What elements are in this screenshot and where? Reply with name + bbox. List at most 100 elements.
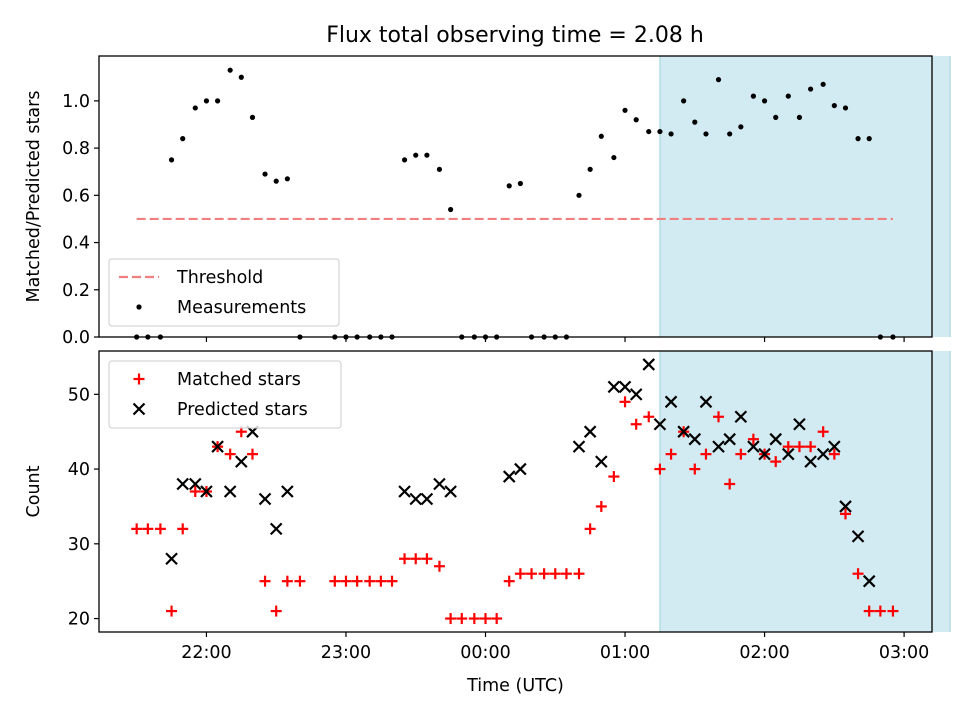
measurement-point <box>249 114 256 120</box>
cross-b <box>769 432 783 446</box>
measurement-point <box>424 152 430 158</box>
matched-star-point <box>270 605 282 617</box>
cross-b <box>804 455 817 468</box>
matched-star-point <box>863 605 875 617</box>
matched-star-point <box>514 568 526 580</box>
top-panel: 0.0 0.2 0.4 0.6 0.8 1.0 Matched/Predicted sta… <box>24 55 951 348</box>
measurement-point <box>203 98 210 104</box>
measurement-point <box>180 136 186 142</box>
legend-matched-label: Matched stars <box>177 370 301 390</box>
predicted-star-point <box>677 425 690 438</box>
cross-b <box>176 477 189 491</box>
cross-b <box>502 470 516 483</box>
predicted-star-point <box>828 440 841 453</box>
matched-star-point <box>294 575 306 587</box>
matched-star-point <box>259 575 271 587</box>
cross-b <box>851 530 865 543</box>
matched-star-point <box>131 523 143 535</box>
matched-star-point <box>747 433 759 445</box>
predicted-star-point <box>398 485 411 498</box>
matched-star-point <box>700 448 712 460</box>
predicted-star-point <box>223 485 237 498</box>
measurement-point <box>842 105 849 111</box>
predicted-star-point <box>607 380 621 394</box>
measurement-point <box>506 183 512 189</box>
matched-star-point <box>839 508 851 520</box>
cross-b <box>653 417 667 431</box>
cross-b <box>583 425 597 438</box>
measurement-point <box>448 206 454 213</box>
matched-star-point <box>887 605 899 617</box>
cross-b <box>828 440 841 453</box>
predicted-star-point <box>664 395 678 409</box>
matched-star-point <box>433 560 445 572</box>
matched-star-point <box>468 613 480 625</box>
predicted-star-point <box>165 552 178 566</box>
cross-b <box>132 402 146 416</box>
measurement-point <box>692 119 698 125</box>
y-tick-label: 0.2 <box>62 281 90 301</box>
matched-star-point <box>735 448 747 460</box>
predicted-star-point <box>433 477 446 491</box>
measurement-point <box>168 157 175 163</box>
measurement-point <box>855 136 861 142</box>
cross-b <box>165 552 178 566</box>
predicted-star-point <box>851 530 865 543</box>
bottom-y-axis: 20 30 40 50 <box>68 385 99 630</box>
matched-star-point <box>713 411 725 423</box>
cross-b <box>420 492 434 506</box>
measurement-point <box>646 128 652 135</box>
cross-b <box>444 485 457 498</box>
predicted-star-point <box>653 417 667 431</box>
predicted-star-point <box>583 425 597 438</box>
predicted-star-point <box>444 485 457 498</box>
predicted-star-point <box>723 432 736 446</box>
predicted-star-point <box>188 477 202 491</box>
measurement-point <box>284 176 290 182</box>
matched-star-point <box>538 568 550 580</box>
predicted-star-point <box>862 574 876 588</box>
y-tick-label: 20 <box>68 610 90 630</box>
y-tick-label: 30 <box>68 535 90 555</box>
cross-b <box>699 395 713 409</box>
cross-b <box>281 485 294 498</box>
legend-threshold-label: Threshold <box>176 268 263 288</box>
cross-b <box>793 417 806 431</box>
x-tick-label: 00:00 <box>460 643 510 663</box>
predicted-star-point <box>618 380 632 394</box>
y-tick-label: 0.0 <box>62 328 90 348</box>
measurement-point <box>750 93 757 99</box>
matched-star-point <box>445 613 457 625</box>
predicted-star-point <box>793 417 806 431</box>
measurement-point <box>796 114 803 120</box>
matched-star-point <box>410 553 422 565</box>
measurement-point <box>727 131 733 137</box>
matched-star-point <box>329 575 341 587</box>
measurement-point <box>192 105 198 111</box>
cross-b <box>734 410 748 424</box>
bottom-y-axis-label: Count <box>24 465 44 517</box>
measurement-point <box>576 192 582 198</box>
cross-b <box>688 432 702 446</box>
predicted-star-point <box>269 522 283 536</box>
measurement-point <box>773 114 779 120</box>
measurement-point <box>401 157 408 163</box>
matched-star-point <box>724 478 736 490</box>
predicted-star-point <box>409 492 423 506</box>
matched-star-point <box>503 575 515 587</box>
x-tick-label: 03:00 <box>879 643 929 663</box>
predicted-star-point <box>258 492 272 506</box>
x-axis-label: Time (UTC) <box>466 676 564 696</box>
legend-matched-swatch <box>133 373 145 385</box>
matched-star-point <box>154 523 166 535</box>
matched-star-point <box>491 613 503 625</box>
predicted-star-point <box>420 492 434 506</box>
top-legend: Threshold Measurements <box>108 258 340 327</box>
top-legend-box <box>108 258 340 327</box>
predicted-star-point <box>734 410 748 424</box>
cross-b <box>572 440 586 453</box>
bottom-plot-frame <box>98 350 933 633</box>
cross-b <box>816 447 830 461</box>
